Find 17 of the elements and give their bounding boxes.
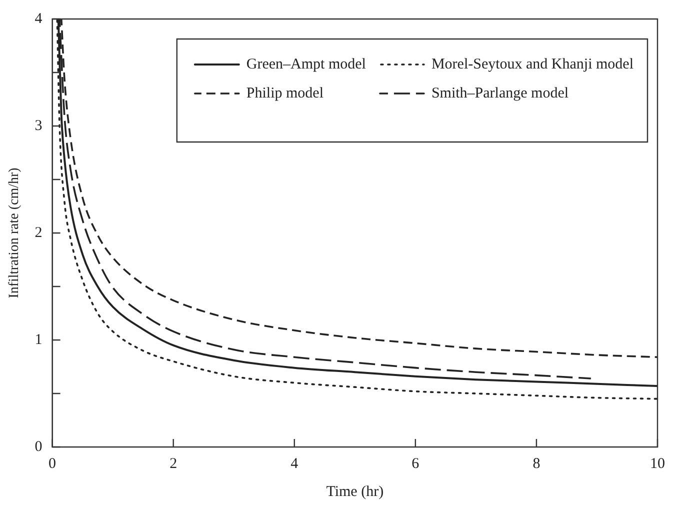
x-tick-label: 10 [650,456,665,472]
x-axis-title: Time (hr) [326,484,384,500]
y-tick-label: 1 [34,332,42,348]
x-tick-label: 0 [48,456,56,472]
legend-label: Morel-Seytoux and Khanji model [431,56,634,72]
y-axis-title: Infiltration rate (cm/hr) [7,167,22,298]
y-tick-label: 0 [34,438,42,455]
x-tick-label: 2 [170,456,178,472]
x-tick-label: 6 [412,456,420,472]
y-tick-label: 4 [34,10,43,27]
y-tick-label: 2 [34,224,42,241]
x-tick-label: 8 [532,456,540,472]
legend-label: Smith–Parlange model [431,85,569,102]
legend-label: Philip model [246,85,324,102]
x-tick-label: 4 [290,456,299,472]
y-tick-label: 3 [34,118,42,134]
legend-label: Green–Ampt model [246,56,366,72]
